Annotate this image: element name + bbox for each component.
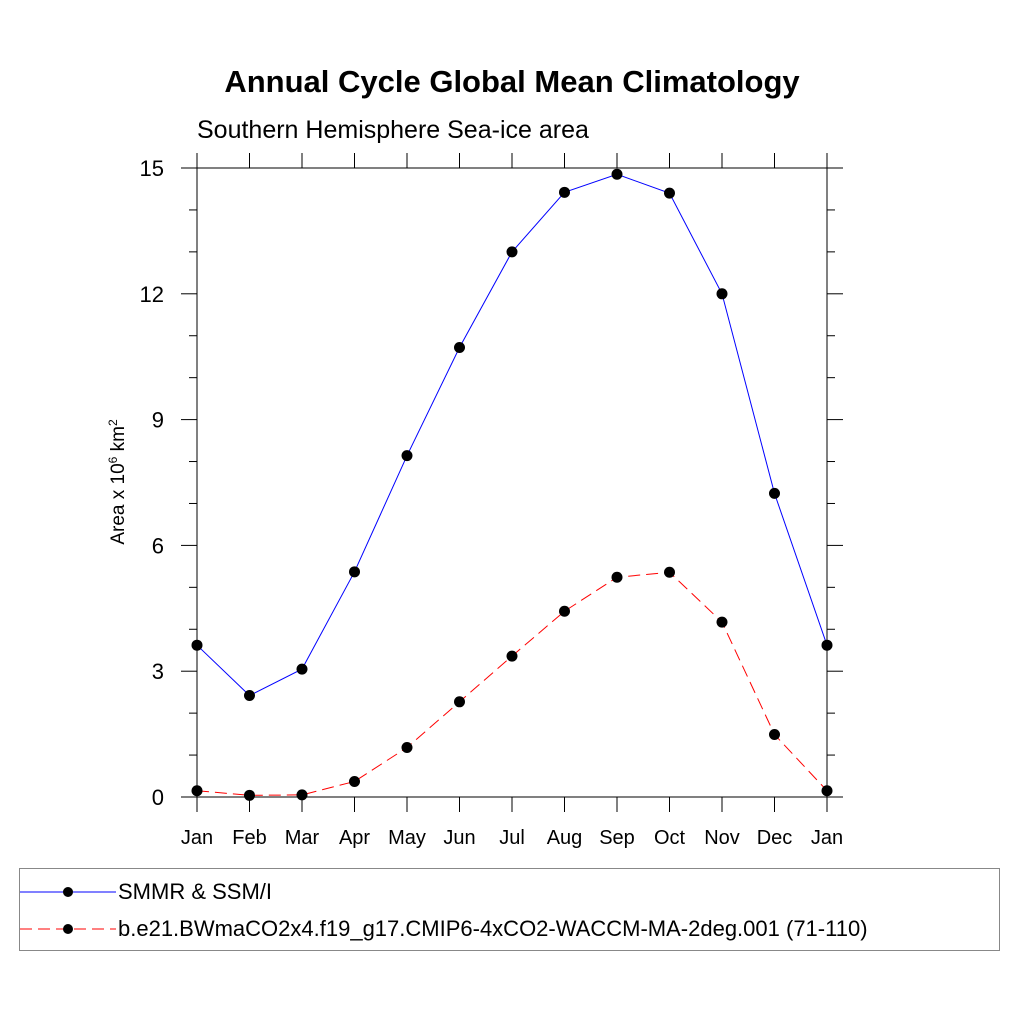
legend-label-model: b.e21.BWmaCO2x4.f19_g17.CMIP6-4xCO2-WACC… [118,916,868,941]
chart-subtitle: Southern Hemisphere Sea-ice area [197,116,589,144]
x-tick-label: Dec [757,827,793,849]
series-1-point [664,566,675,578]
x-tick-label: Apr [339,827,370,849]
series-0-point [506,246,518,258]
series-0-point [401,450,413,462]
series-0-point [191,639,203,651]
series-1-point [401,742,413,754]
x-tick-label: Oct [654,827,686,849]
series-line-1 [196,571,828,796]
series-1-point [191,785,203,797]
series-1-point [349,775,360,787]
series-1-point [821,785,833,797]
series-0-point [454,341,465,353]
x-tick-label: Feb [232,827,266,849]
y-tick-label: 6 [152,533,164,558]
series-1-point [506,650,518,662]
plot-frame [196,167,828,798]
x-tick-label: Mar [285,827,320,849]
x-tick-label: Jun [443,827,475,849]
legend-swatch-smmr [20,887,116,897]
series-0-point [244,690,255,702]
x-tick-label: Nov [704,827,740,849]
chart-title: Annual Cycle Global Mean Climatology [224,64,800,99]
y-tick-label: 12 [140,282,164,307]
x-tick-label: Sep [599,827,635,849]
legend-item-smmr: SMMR & SSM/I [20,872,272,912]
series-0-point [559,186,570,198]
y-tick-label: 3 [152,659,164,684]
series-1-point [769,729,780,741]
series-0-point [664,187,675,199]
series-1-point [611,571,623,583]
y-tick-label: 9 [152,408,164,433]
series-0-point [769,487,780,499]
x-tick-label: Aug [547,827,583,849]
y-tick-label: 0 [152,785,164,810]
series-0-point [349,566,360,578]
legend-label-smmr: SMMR & SSM/I [118,879,273,904]
series-1-point [559,605,570,617]
x-tick-label: May [388,827,426,849]
legend-item-model: b.e21.BWmaCO2x4.f19_g17.CMIP6-4xCO2-WACC… [20,909,868,949]
legend: SMMR & SSM/I b.e21.BWmaCO2x4.f19_g17.CMI… [19,868,1000,951]
legend-swatch-model [20,924,116,934]
series-1-point [296,789,308,801]
series-0-point [821,639,833,651]
series-1-point [454,696,465,708]
series-1-point [716,616,728,628]
series-0-point [611,168,623,180]
series-0-point [296,663,308,675]
series-1-point [244,789,255,801]
y-tick-label: 15 [140,156,164,181]
x-tick-label: Jan [181,827,213,849]
series-0-point [716,288,728,300]
x-tick-label: Jul [499,827,525,849]
x-tick-label: Jan [811,827,843,849]
